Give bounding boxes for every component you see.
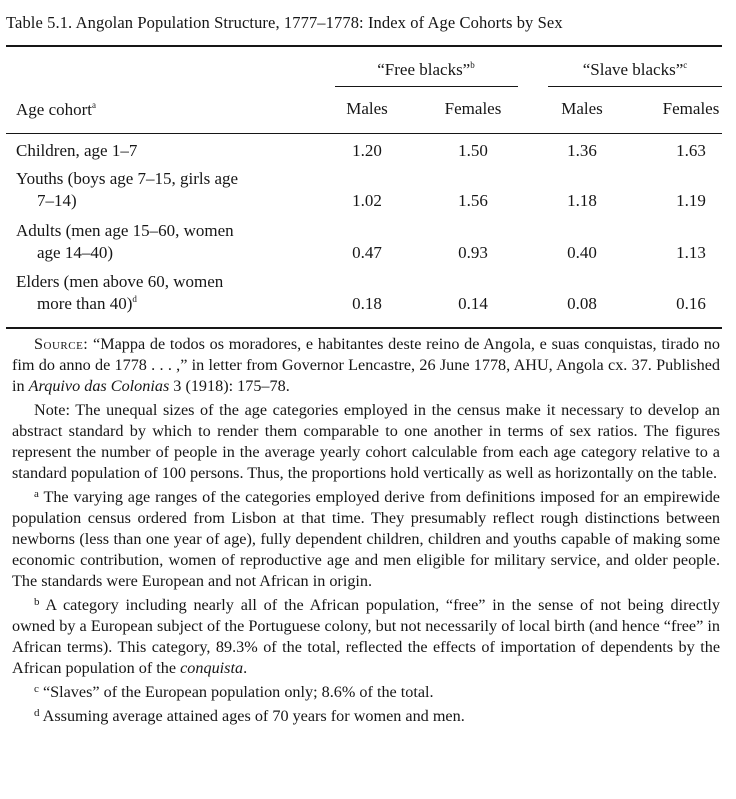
row-label-elders: Elders (men above 60, women more than 40)… [16,272,224,313]
column-header-slave-females: Females [662,99,720,118]
general-note: Note: The unequal sizes of the age categ… [12,401,720,482]
column-header-free-males: Males [346,99,388,118]
cell-youths-free-females: 1.56 [458,191,488,210]
cell-youths-free-males: 1.02 [352,191,382,210]
group-header-free-blacks: “Free blacks”b [377,60,475,79]
cell-adults-slave-males: 0.40 [567,243,597,262]
footnote-a: a The varying age ranges of the categori… [12,488,720,590]
cell-adults-free-males: 0.47 [352,243,382,262]
cell-adults-free-females: 0.93 [458,243,488,262]
row-label-youths: Youths (boys age 7–15, girls age 7–14) [16,169,239,210]
cell-adults-slave-females: 1.13 [676,243,706,262]
bottom-rule [6,327,722,329]
column-header-slave-males: Males [561,99,603,118]
cell-children-slave-females: 1.63 [676,141,706,160]
group-rule-slave [548,86,722,87]
top-rule [6,45,722,47]
footnote-b: b A category including nearly all of the… [12,596,720,677]
cell-elders-free-males: 0.18 [352,294,382,313]
cell-youths-slave-females: 1.19 [676,191,706,210]
group-header-slave-blacks: “Slave blacks”c [582,60,688,79]
footnote-c: c “Slaves” of the European population on… [34,683,434,701]
column-header-age-cohort: Age cohorta [16,100,97,119]
group-rule-free [335,86,518,87]
cell-children-slave-males: 1.36 [567,141,597,160]
cell-elders-free-females: 0.14 [458,294,488,313]
cell-children-free-males: 1.20 [352,141,382,160]
table-title: Table 5.1. Angolan Population Structure,… [6,13,563,32]
source-note: Source: “Mappa de todos os moradores, e … [12,335,720,395]
table-notes: Source: “Mappa de todos os moradores, e … [12,334,720,730]
cell-elders-slave-females: 0.16 [676,294,706,313]
column-header-free-females: Females [444,99,502,118]
cell-elders-slave-males: 0.08 [567,294,597,313]
header-rule [6,133,722,134]
row-label-children: Children, age 1–7 [16,141,138,160]
footnote-d: d Assuming average attained ages of 70 y… [34,707,465,725]
cell-youths-slave-males: 1.18 [567,191,597,210]
row-label-adults: Adults (men age 15–60, women age 14–40) [16,221,234,262]
cell-children-free-females: 1.50 [458,141,488,160]
